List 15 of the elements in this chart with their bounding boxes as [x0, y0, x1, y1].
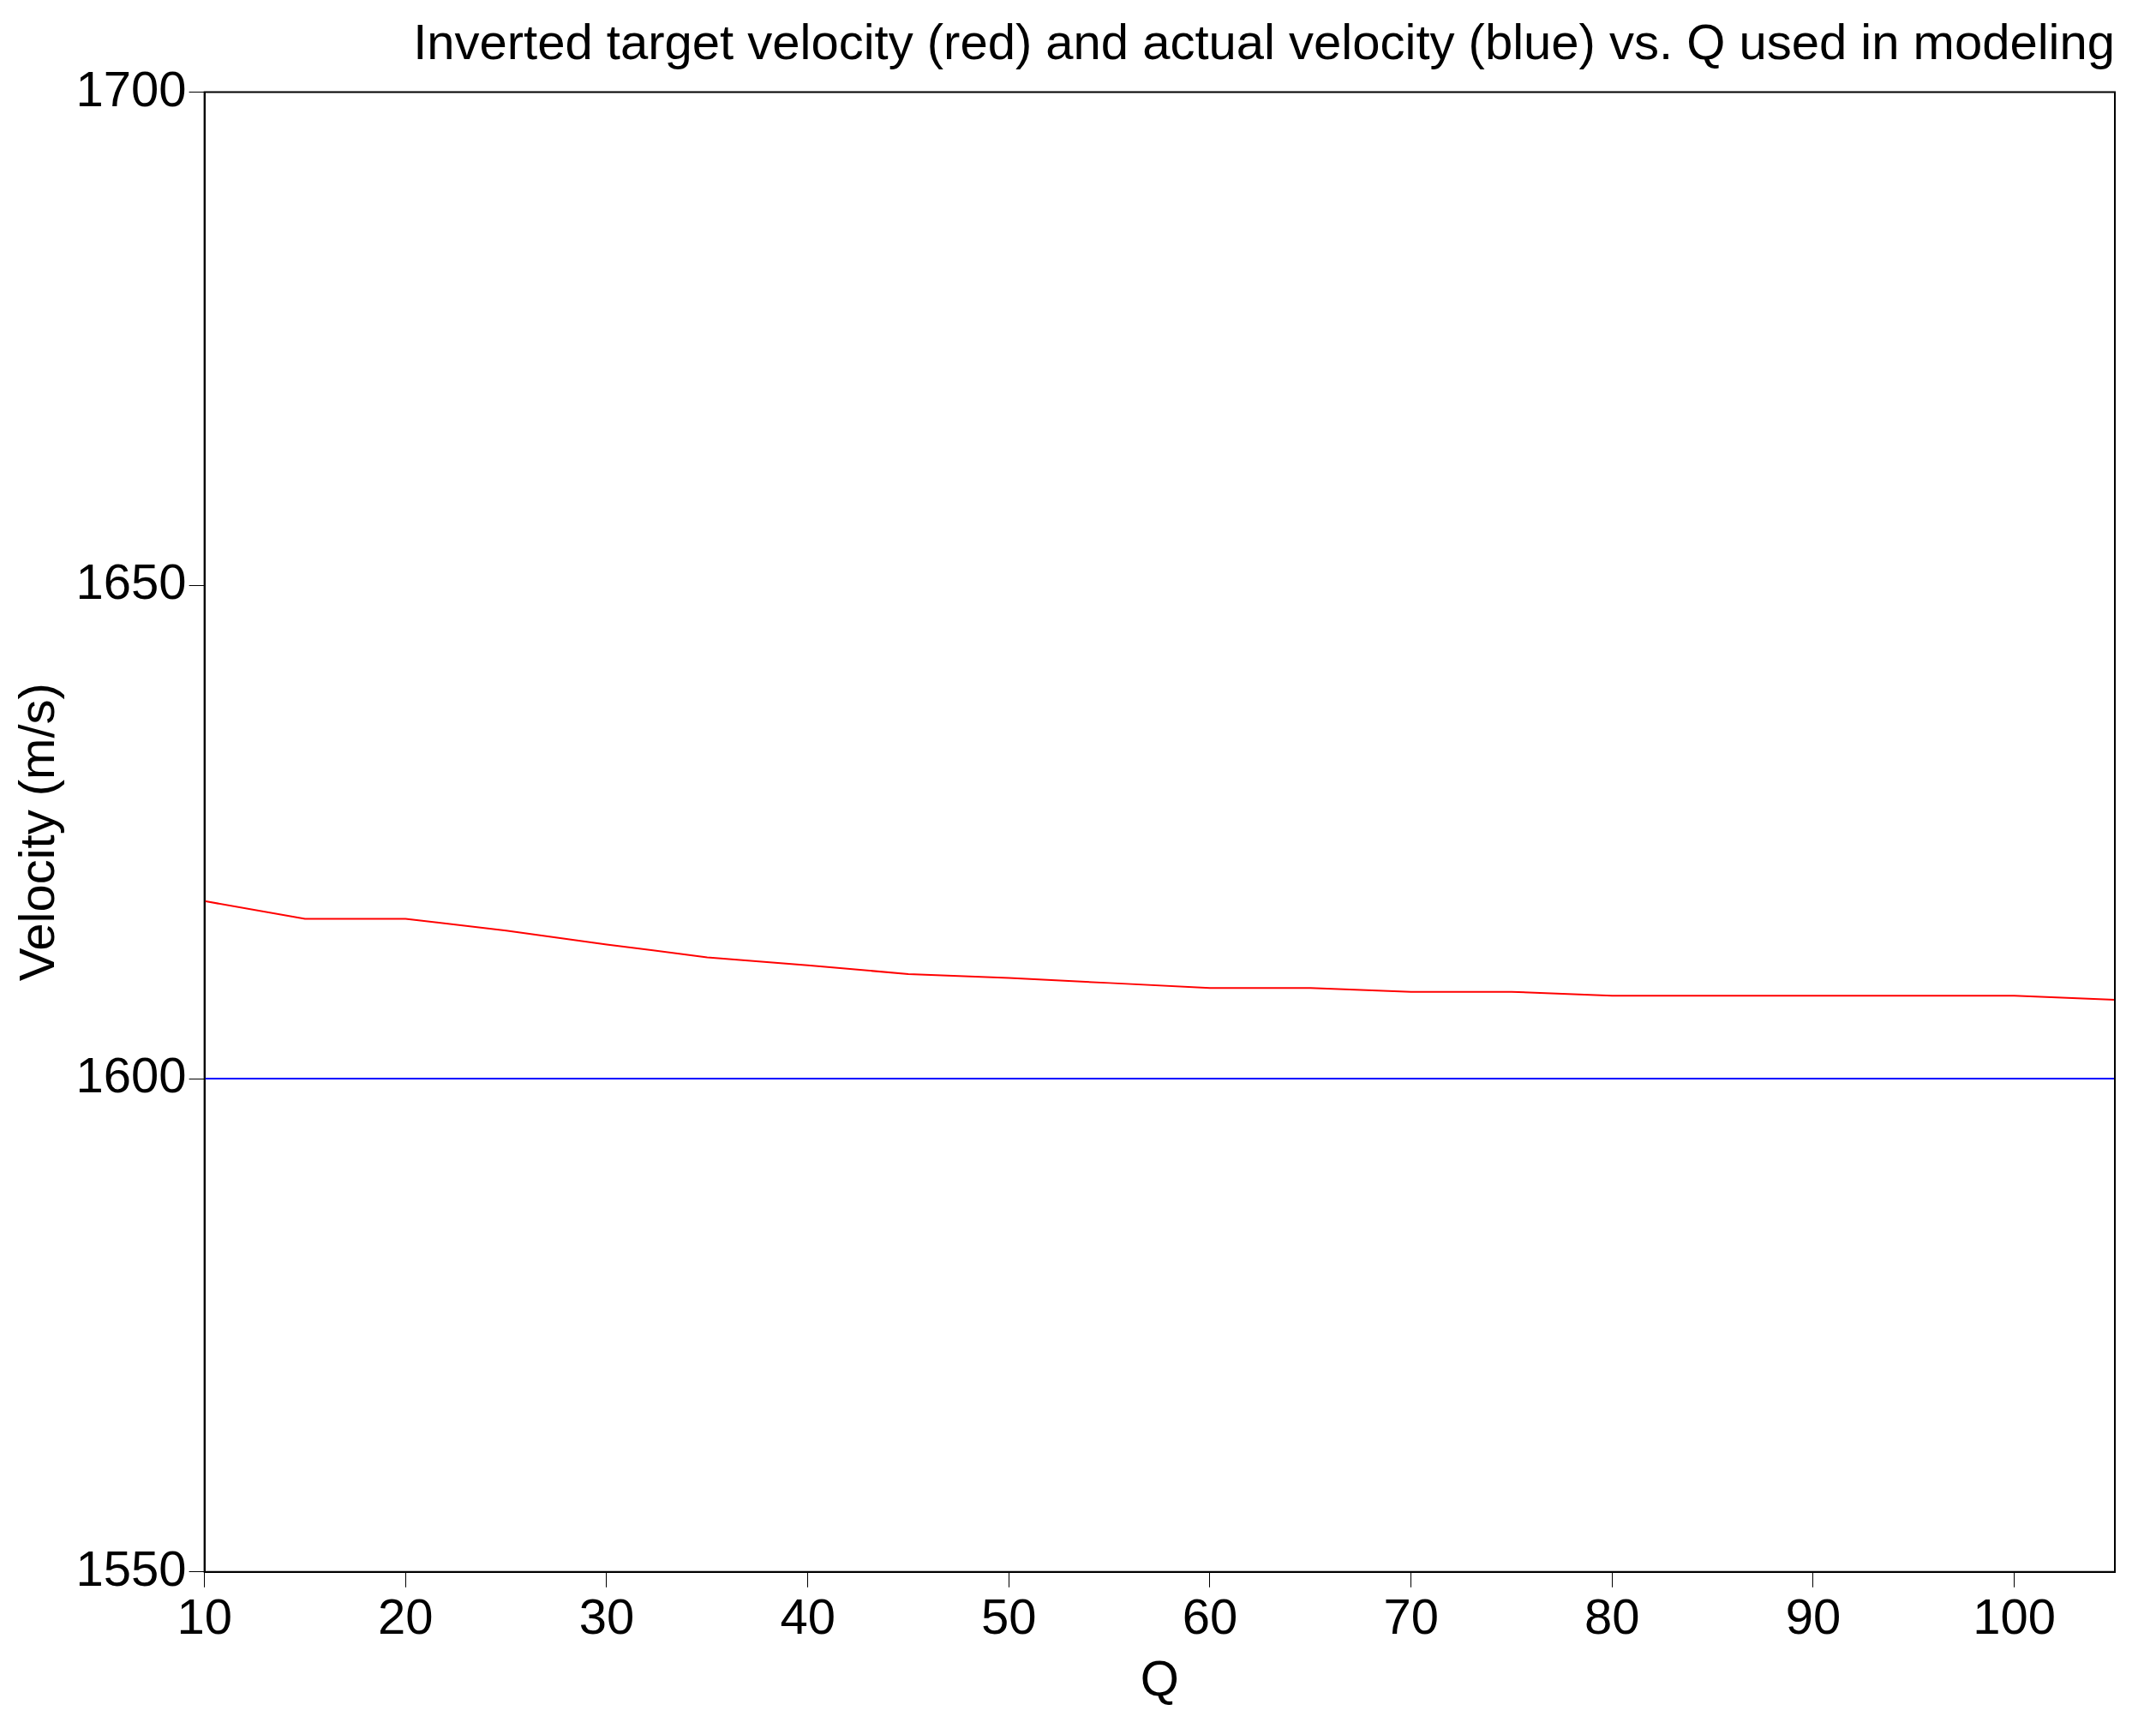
y-axis-title: Velocity (m/s)	[8, 683, 64, 982]
x-tick-label: 30	[578, 1587, 635, 1644]
x-tick-label: 100	[1973, 1587, 2057, 1644]
x-tick-label: 90	[1785, 1587, 1842, 1644]
x-tick-label: 50	[981, 1587, 1037, 1644]
y-tick-label: 1700	[75, 60, 187, 117]
y-tick-label: 1600	[75, 1047, 187, 1103]
x-tick-label: 70	[1383, 1587, 1439, 1644]
x-tick-label: 40	[780, 1587, 835, 1644]
x-tick-label: 20	[378, 1587, 434, 1644]
x-tick-label: 80	[1584, 1587, 1640, 1644]
x-tick-label: 60	[1182, 1587, 1238, 1644]
y-tick-label: 1650	[75, 553, 187, 610]
x-axis-title: Q	[1140, 1650, 1179, 1707]
chart-title: Inverted target velocity (red) and actual velocity (blue) vs. Q used in modeling	[413, 13, 2115, 69]
